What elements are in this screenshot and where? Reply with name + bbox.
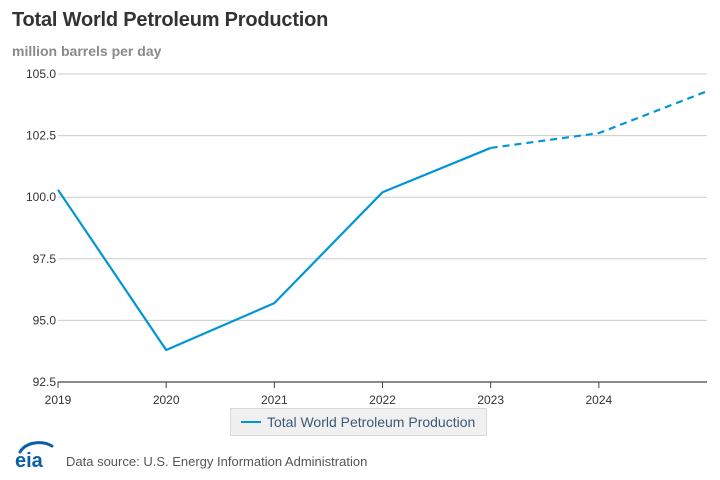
x-tick-label: 2024 xyxy=(585,393,612,407)
x-tick-label: 2023 xyxy=(477,393,504,407)
x-tick-label: 2020 xyxy=(153,393,180,407)
series-lines xyxy=(57,90,708,352)
eia-logo: eia xyxy=(15,441,54,470)
data-source-note: Data source: U.S. Energy Information Adm… xyxy=(66,454,368,469)
x-tick-label: 2021 xyxy=(261,393,288,407)
y-tick-label: 102.5 xyxy=(26,129,56,143)
eia-logo-text: eia xyxy=(15,450,44,470)
legend-swatch xyxy=(241,421,261,423)
y-tick-label: 105.0 xyxy=(26,67,56,81)
x-tick-label: 2019 xyxy=(45,393,72,407)
series-line-historical xyxy=(57,146,492,352)
y-tick-label: 100.0 xyxy=(26,190,56,204)
y-axis-ticks: 92.5 95.0 97.5 100.0 102.5 105.0 xyxy=(26,67,56,389)
series-line-forecast xyxy=(490,90,708,150)
y-axis-unit-label: million barrels per day xyxy=(12,43,162,59)
y-tick-label: 95.0 xyxy=(33,313,57,327)
y-tick-label: 97.5 xyxy=(33,252,57,266)
line-chart: 92.5 95.0 97.5 100.0 102.5 105.0 2019 2020 2021… xyxy=(26,67,708,407)
chart-title: Total World Petroleum Production xyxy=(12,9,329,31)
y-tick-label: 92.5 xyxy=(33,375,57,389)
legend[interactable]: Total World Petroleum Production xyxy=(230,408,487,436)
legend-label: Total World Petroleum Production xyxy=(267,414,476,430)
x-tick-label: 2022 xyxy=(369,393,396,407)
x-axis-ticks: 2019 2020 2021 2022 2023 2024 xyxy=(45,382,613,407)
